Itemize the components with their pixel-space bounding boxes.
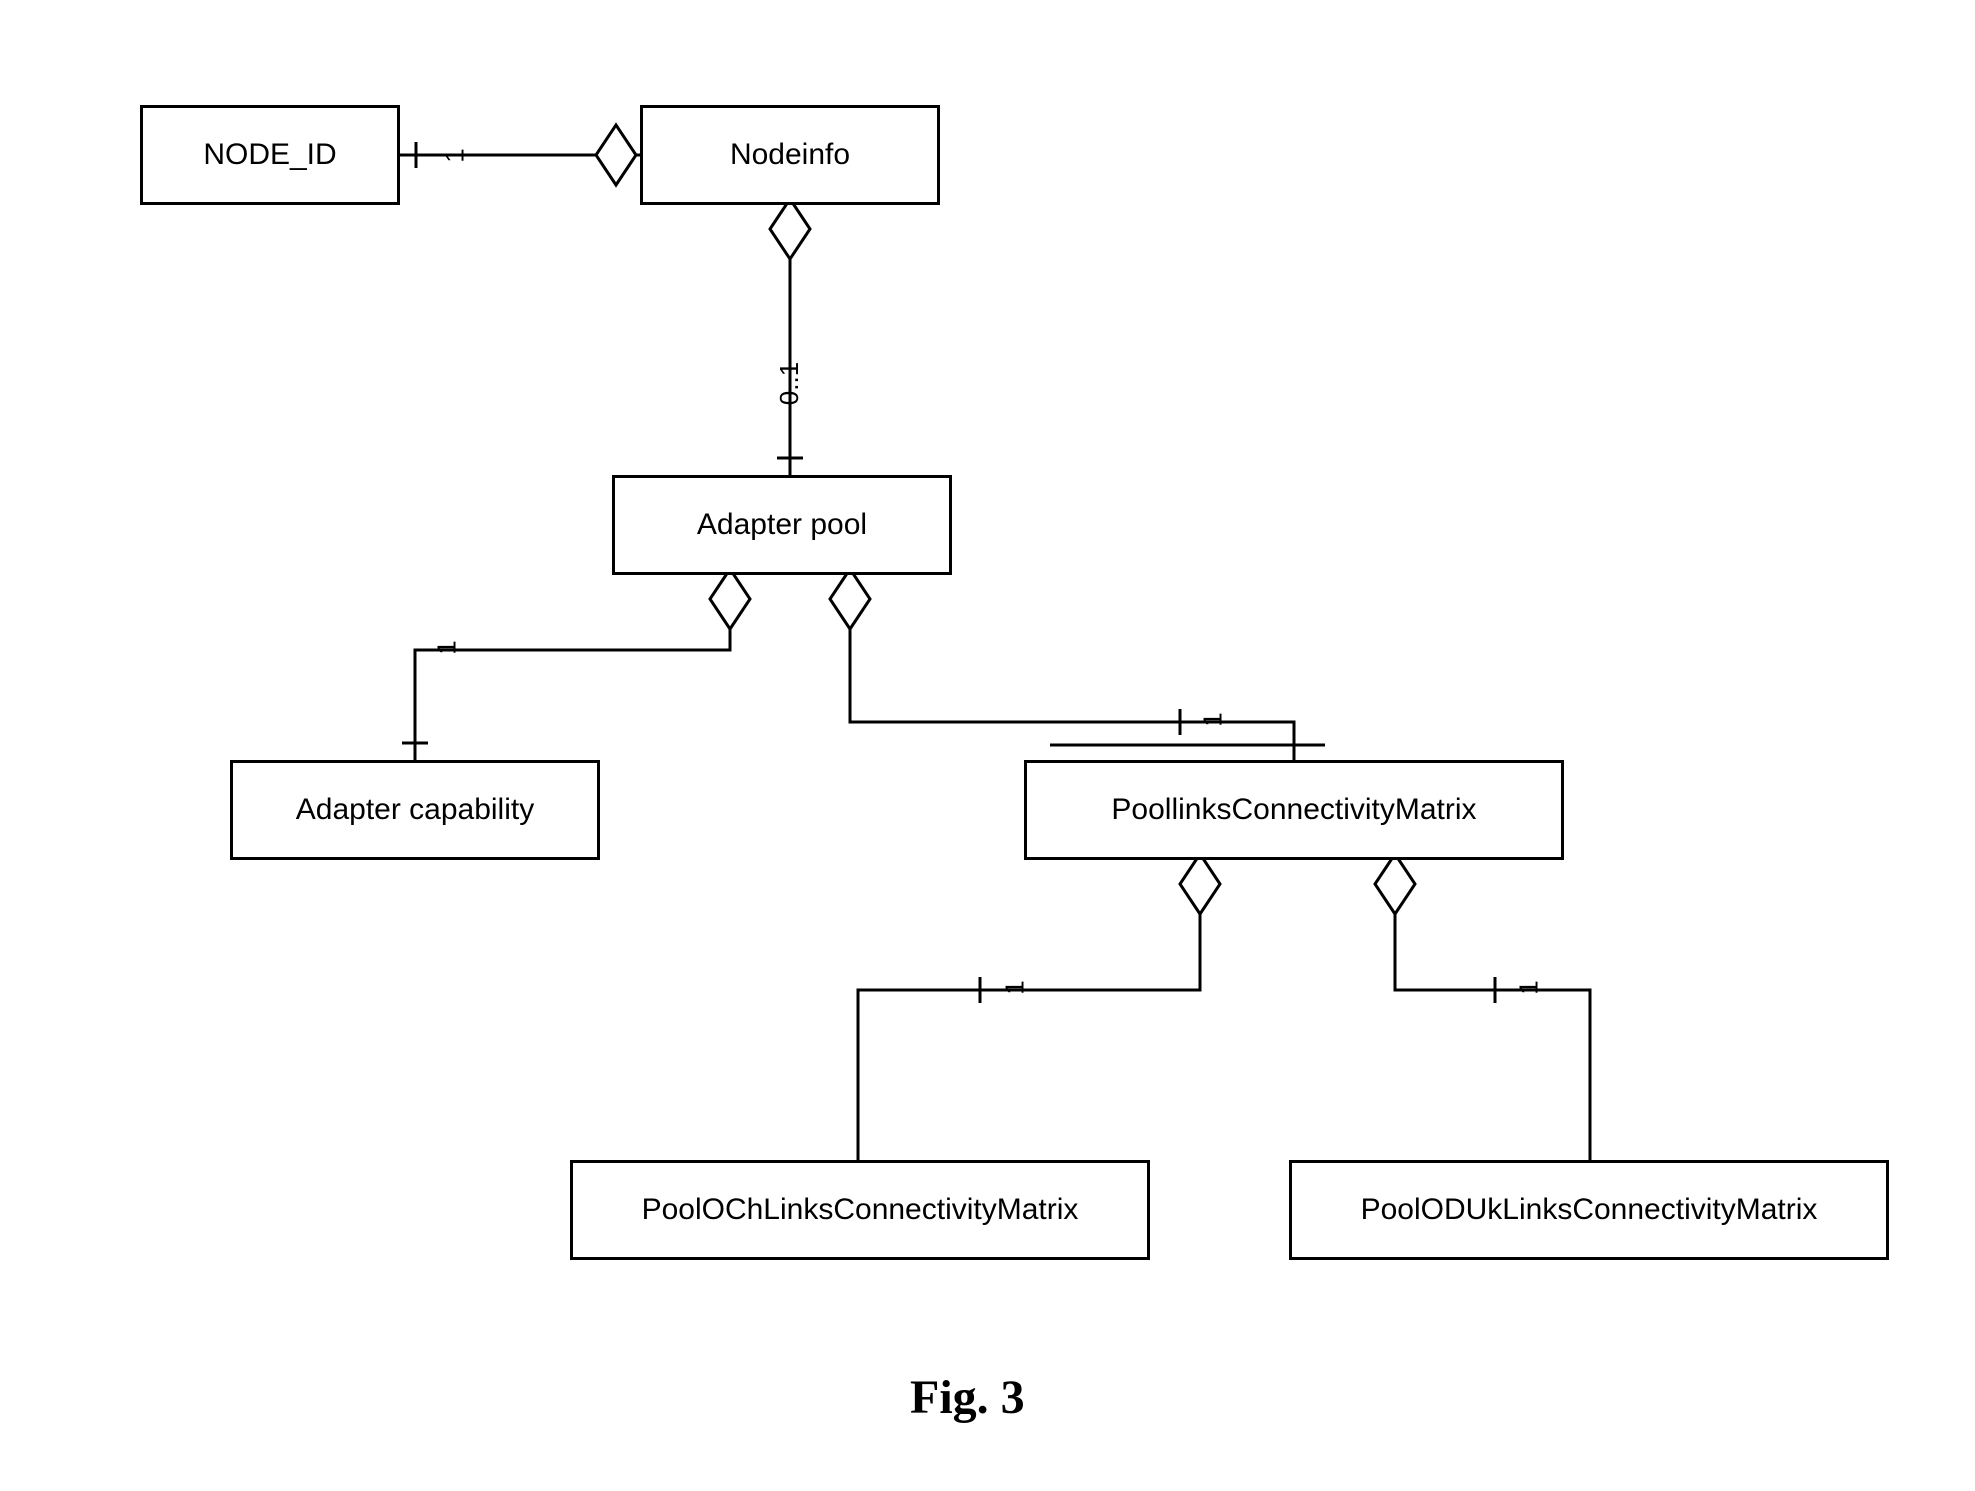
multiplicity-label: 0..1 bbox=[774, 362, 805, 405]
node-label: Adapter capability bbox=[296, 793, 534, 827]
node-pool-oduk-links-connectivity-matrix: PoolODUkLinksConnectivityMatrix bbox=[1289, 1160, 1889, 1260]
multiplicity-label: 1 bbox=[440, 148, 471, 162]
node-adapter-capability: Adapter capability bbox=[230, 760, 600, 860]
multiplicity-label: 1 bbox=[432, 640, 463, 654]
node-label: Adapter pool bbox=[697, 508, 867, 542]
node-label: PoollinksConnectivityMatrix bbox=[1111, 793, 1476, 827]
caption-text: Fig. 3 bbox=[910, 1371, 1025, 1424]
multiplicity-label: 1 bbox=[1198, 712, 1229, 726]
multiplicity-label: 1 bbox=[1514, 980, 1545, 994]
node-label: NODE_ID bbox=[203, 138, 336, 172]
node-label: PoolOChLinksConnectivityMatrix bbox=[642, 1193, 1079, 1227]
node-label: Nodeinfo bbox=[730, 138, 850, 172]
node-node-id: NODE_ID bbox=[140, 105, 400, 205]
diagram-canvas: NODE_ID Nodeinfo Adapter pool Adapter ca… bbox=[0, 0, 1975, 1491]
node-adapter-pool: Adapter pool bbox=[612, 475, 952, 575]
node-label: PoolODUkLinksConnectivityMatrix bbox=[1361, 1193, 1818, 1227]
node-pool-och-links-connectivity-matrix: PoolOChLinksConnectivityMatrix bbox=[570, 1160, 1150, 1260]
edges-layer bbox=[0, 0, 1975, 1491]
node-nodeinfo: Nodeinfo bbox=[640, 105, 940, 205]
multiplicity-label: 1 bbox=[1000, 980, 1031, 994]
node-poollinks-connectivity-matrix: PoollinksConnectivityMatrix bbox=[1024, 760, 1564, 860]
figure-caption: Fig. 3 bbox=[910, 1370, 1025, 1425]
